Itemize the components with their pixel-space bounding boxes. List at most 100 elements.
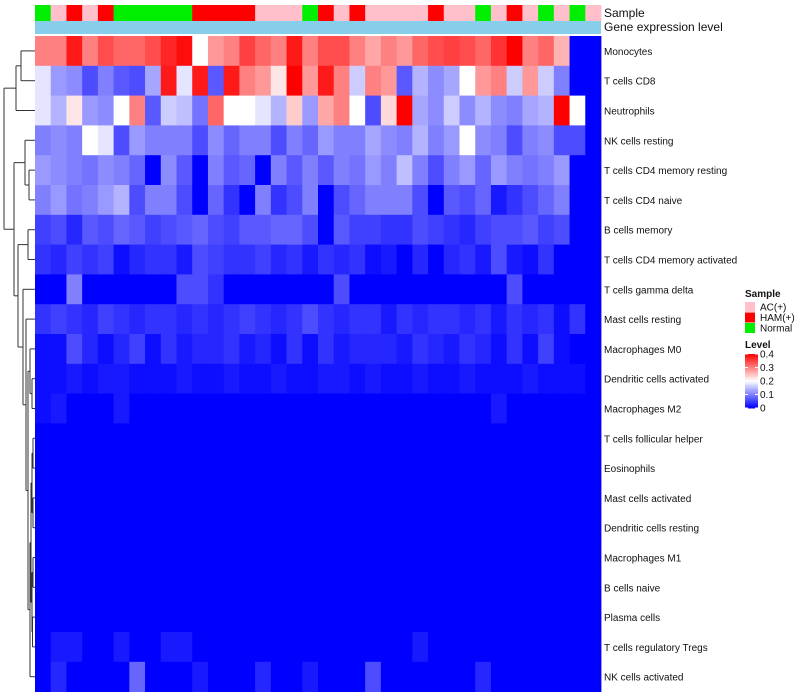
heatmap-cell: [553, 214, 570, 245]
heatmap-cell: [538, 95, 555, 126]
heatmap-cell: [255, 661, 272, 692]
heatmap-cell: [443, 274, 460, 305]
heatmap-cell: [302, 95, 319, 126]
heatmap-cell: [443, 65, 460, 96]
heatmap-cell: [192, 185, 209, 216]
heatmap-cell: [553, 453, 570, 484]
level-legend-gradient-step: [745, 359, 758, 362]
heatmap-cell: [270, 274, 287, 305]
heatmap-cell: [239, 95, 256, 126]
heatmap-cell: [176, 632, 193, 663]
heatmap-cell: [113, 274, 130, 305]
heatmap-cell: [239, 244, 256, 275]
heatmap-cell: [569, 572, 586, 603]
heatmap-cell: [129, 214, 146, 245]
heatmap-cell: [207, 363, 225, 394]
heatmap-cell: [207, 304, 225, 335]
level-legend-gradient-step: [745, 374, 758, 377]
heatmap-cell: [569, 304, 586, 335]
level-legend-gradient-step: [745, 379, 758, 382]
heatmap-cell: [255, 363, 272, 394]
heatmap-cell: [428, 155, 445, 186]
heatmap-cell: [506, 274, 523, 305]
heatmap-cell: [160, 95, 177, 126]
heatmap-cell: [475, 185, 492, 216]
heatmap-cell: [223, 214, 240, 245]
heatmap-cell: [129, 423, 146, 454]
heatmap-cell: [569, 512, 586, 543]
heatmap-cell: [553, 423, 570, 454]
heatmap-cell: [443, 36, 460, 67]
heatmap-cell: [365, 334, 382, 365]
heatmap-cell: [255, 602, 272, 633]
heatmap-cell: [270, 304, 287, 335]
heatmap-cell: [553, 65, 570, 96]
heatmap-cell: [239, 542, 256, 573]
heatmap-cell: [585, 334, 602, 365]
heatmap-cell: [318, 632, 335, 663]
heatmap-cell: [522, 95, 539, 126]
heatmap-cell: [380, 632, 398, 663]
heatmap-cell: [490, 95, 508, 126]
heatmap-cell: [522, 632, 539, 663]
heatmap-cell: [553, 572, 570, 603]
heatmap-cell: [239, 661, 256, 692]
heatmap-cell: [538, 363, 555, 394]
heatmap-cell: [160, 155, 177, 186]
heatmap-cell: [553, 185, 570, 216]
sample-annotation-cell: [239, 5, 256, 21]
heatmap-cell: [160, 65, 177, 96]
heatmap-cell: [82, 483, 99, 514]
heatmap-cell: [490, 125, 508, 156]
heatmap-cell: [302, 632, 319, 663]
heatmap-cell: [66, 95, 83, 126]
heatmap-cell: [286, 304, 303, 335]
heatmap-cell: [35, 274, 52, 305]
heatmap-cell: [333, 36, 350, 67]
heatmap-cell: [585, 185, 602, 216]
heatmap-cell: [333, 602, 350, 633]
gene-expression-annotation-bar: [35, 21, 601, 34]
heatmap-cell: [349, 36, 366, 67]
row-label: B cells memory: [604, 226, 672, 237]
heatmap-cell: [50, 661, 67, 692]
sample-annotation-cell: [192, 5, 209, 21]
heatmap-cell: [192, 423, 209, 454]
level-legend-tick-label: 0.4: [760, 350, 774, 361]
heatmap-cell: [192, 602, 209, 633]
heatmap-cell: [443, 661, 460, 692]
heatmap-cell: [318, 572, 335, 603]
heatmap-cell: [585, 572, 602, 603]
heatmap-cell: [145, 572, 162, 603]
heatmap-cell: [223, 304, 240, 335]
heatmap-cell: [412, 155, 429, 186]
heatmap-cell: [286, 483, 303, 514]
heatmap-cell: [255, 185, 272, 216]
heatmap-cell: [223, 453, 240, 484]
heatmap-cell: [365, 155, 382, 186]
heatmap-cell: [113, 304, 130, 335]
heatmap-cell: [459, 244, 476, 275]
row-label: NK cells activated: [604, 673, 683, 684]
heatmap-cell: [129, 453, 146, 484]
heatmap-cell: [145, 185, 162, 216]
heatmap-cell: [522, 542, 539, 573]
heatmap-cell: [113, 334, 130, 365]
heatmap-cell: [318, 36, 335, 67]
level-legend-gradient-step: [745, 381, 758, 383]
heatmap-cell: [50, 602, 67, 633]
row-label: T cells CD4 memory resting: [604, 166, 727, 177]
heatmap-cell: [176, 36, 193, 67]
heatmap-cell: [302, 512, 319, 543]
heatmap-cell: [475, 36, 492, 67]
heatmap-cell: [66, 65, 83, 96]
heatmap-cell: [302, 602, 319, 633]
heatmap-cell: [270, 363, 287, 394]
heatmap-cell: [333, 334, 350, 365]
heatmap-cell: [176, 244, 193, 275]
heatmap-cell: [82, 602, 99, 633]
level-legend-gradient-step: [745, 391, 758, 394]
heatmap-cell: [160, 214, 177, 245]
